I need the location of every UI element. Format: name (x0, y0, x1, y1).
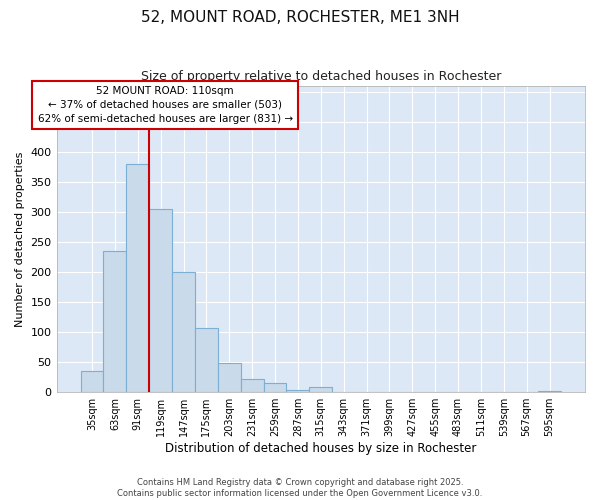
Bar (263, 383, 286, 392)
Text: 52 MOUNT ROAD: 110sqm
← 37% of detached houses are smaller (503)
62% of semi-det: 52 MOUNT ROAD: 110sqm ← 37% of detached … (38, 86, 293, 124)
X-axis label: Distribution of detached houses by size in Rochester: Distribution of detached houses by size … (165, 442, 476, 455)
Bar (241, 379, 263, 392)
Y-axis label: Number of detached properties: Number of detached properties (15, 151, 25, 326)
Bar (195, 328, 218, 392)
Bar (80, 371, 103, 392)
Bar (172, 272, 195, 392)
Bar (538, 391, 561, 392)
Bar (103, 251, 127, 392)
Bar (127, 164, 149, 392)
Title: Size of property relative to detached houses in Rochester: Size of property relative to detached ho… (140, 70, 501, 83)
Text: 52, MOUNT ROAD, ROCHESTER, ME1 3NH: 52, MOUNT ROAD, ROCHESTER, ME1 3NH (140, 10, 460, 25)
Text: Contains HM Land Registry data © Crown copyright and database right 2025.
Contai: Contains HM Land Registry data © Crown c… (118, 478, 482, 498)
Bar (286, 390, 310, 392)
Bar (149, 209, 172, 392)
Bar (218, 364, 241, 392)
Bar (310, 388, 332, 392)
